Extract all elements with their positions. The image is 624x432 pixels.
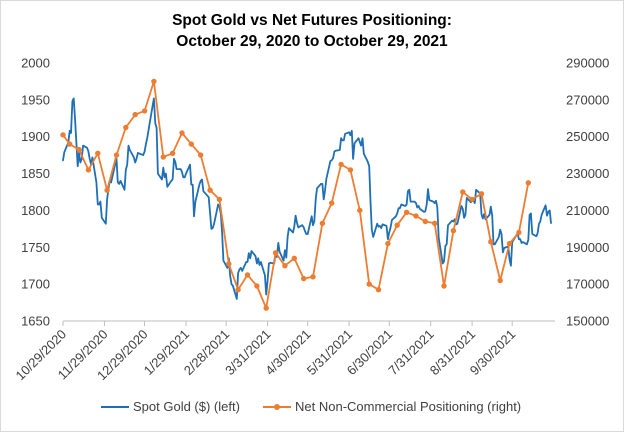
net-positioning-point (422, 218, 428, 225)
net-positioning-point (95, 150, 101, 156)
net-positioning-point (413, 213, 419, 219)
net-positioning-point (188, 141, 194, 147)
net-positioning-point (319, 220, 326, 226)
chart-title-line-1: Spot Gold vs Net Futures Positioning: (172, 12, 452, 29)
net-positioning-point (432, 220, 438, 226)
net-positioning-point (450, 228, 457, 234)
spot-gold-line (62, 97, 552, 300)
left-y-tick-label: 1700 (21, 277, 50, 292)
left-y-tick-label: 1900 (21, 129, 50, 144)
net-positioning-point (497, 277, 503, 284)
net-positioning-point (113, 152, 120, 158)
net-positioning-point (160, 154, 166, 160)
net-positioning-point (460, 189, 466, 195)
net-positioning-point (310, 274, 316, 280)
net-positioning-point (104, 187, 110, 193)
net-positioning-point (394, 222, 400, 228)
net-positioning-point (207, 187, 213, 193)
chart-title-line-2: October 29, 2020 to October 29, 2021 (176, 33, 448, 50)
right-y-tick-label: 290000 (566, 56, 609, 71)
right-y-tick-label: 190000 (566, 240, 609, 255)
net-positioning-point (357, 207, 363, 214)
net-positioning-point (329, 200, 335, 206)
net-positioning-point (375, 287, 382, 293)
net-positioning-point (67, 141, 73, 147)
net-positioning-point (272, 250, 279, 256)
legend-marker-net-positioning (274, 404, 280, 410)
net-positioning-point (254, 283, 260, 289)
left-y-tick-label: 1850 (21, 166, 50, 181)
net-positioning-point (216, 196, 223, 203)
chart-legend: Spot Gold ($) (left) Net Non-Commercial P… (101, 399, 521, 414)
net-positioning-point (198, 152, 204, 158)
legend-label-net-positioning: Net Non-Commercial Positioning (right) (295, 399, 521, 414)
left-y-tick-label: 1650 (21, 314, 50, 329)
net-positioning-point (76, 146, 82, 153)
net-positioning-point (525, 180, 531, 186)
net-positioning-point (132, 111, 138, 118)
net-positioning-point (469, 196, 475, 203)
right-y-tick-label: 150000 (566, 314, 609, 329)
net-positioning-point (403, 209, 410, 215)
net-positioning-point (169, 150, 176, 156)
left-y-tick-label: 2000 (21, 56, 50, 71)
right-y-tick-label: 270000 (566, 92, 609, 107)
legend-label-spot-gold: Spot Gold ($) (left) (133, 399, 240, 414)
plot-area (60, 78, 552, 311)
net-positioning-point (123, 124, 129, 131)
left-y-tick-label: 1950 (21, 92, 50, 107)
net-positioning-point (85, 167, 92, 173)
net-positioning-point (488, 239, 494, 245)
net-positioning-point (179, 130, 185, 136)
net-positioning-point (263, 305, 269, 311)
chart-title: Spot Gold vs Net Futures Positioning: Oc… (0, 10, 624, 52)
net-positioning-point (441, 283, 447, 289)
net-positioning-point (385, 240, 391, 247)
net-positioning-point (151, 78, 157, 85)
net-positioning-point (516, 229, 522, 236)
right-y-tick-label: 250000 (566, 129, 609, 144)
net-positioning-point (235, 287, 241, 293)
net-positioning-point (244, 272, 251, 278)
right-y-tick-label: 230000 (566, 166, 609, 181)
net-positioning-point (366, 281, 372, 287)
net-positioning-point (291, 255, 297, 261)
right-y-tick-label: 170000 (566, 277, 609, 292)
net-positioning-point (338, 161, 344, 168)
right-y-tick-label: 210000 (566, 203, 609, 218)
net-positioning-point (301, 275, 307, 282)
left-y-tick-label: 1800 (21, 203, 50, 218)
net-positioning-point (60, 132, 66, 138)
net-positioning-point (478, 191, 485, 197)
net-positioning-point (282, 263, 288, 269)
net-positioning-point (506, 240, 513, 247)
net-positioning-point (347, 167, 354, 173)
net-positioning-point (141, 108, 148, 114)
left-y-tick-label: 1750 (21, 240, 50, 255)
net-positioning-point (226, 261, 232, 267)
